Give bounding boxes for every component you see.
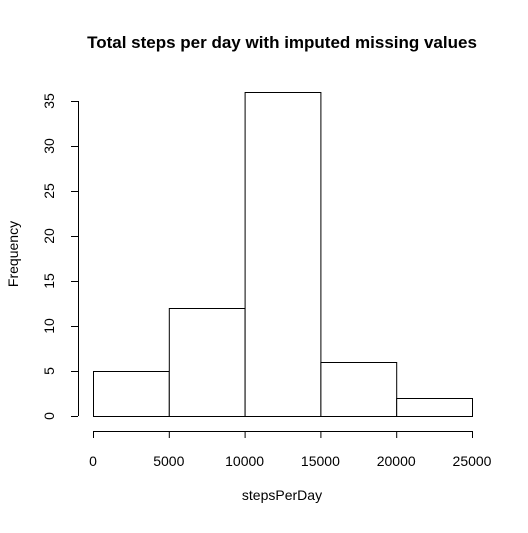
- y-axis: 0 5 10 15 20 25 30 35: [41, 93, 79, 420]
- histogram-bar-1: [168, 308, 246, 417]
- x-tick-label-2: 10000: [225, 453, 264, 469]
- y-tick-label-2: 10: [41, 318, 57, 334]
- histogram-bar-3: [320, 362, 398, 417]
- chart-title: Total steps per day with imputed missing…: [87, 33, 477, 52]
- x-axis-label: stepsPerDay: [242, 487, 322, 503]
- bars-group: [93, 92, 474, 417]
- x-tick-label-1: 5000: [153, 453, 184, 469]
- y-tick-label-5: 25: [41, 183, 57, 199]
- x-tick-label-3: 15000: [301, 453, 340, 469]
- histogram-bar-4: [396, 398, 474, 417]
- y-axis-label: Frequency: [5, 221, 21, 287]
- y-tick-label-3: 15: [41, 273, 57, 289]
- y-tick-label-0: 0: [41, 412, 57, 420]
- y-tick-label-6: 30: [41, 138, 57, 154]
- x-tick-label-0: 0: [89, 453, 97, 469]
- x-axis: 0 5000 10000 15000 20000 25000: [89, 431, 492, 469]
- x-tick-label-4: 20000: [377, 453, 416, 469]
- y-tick-label-4: 20: [41, 228, 57, 244]
- histogram-bar-2: [244, 92, 322, 417]
- x-tick-label-5: 25000: [453, 453, 492, 469]
- histogram-bar-0: [93, 371, 170, 417]
- y-tick-label-7: 35: [41, 93, 57, 109]
- y-tick-label-1: 5: [41, 367, 57, 375]
